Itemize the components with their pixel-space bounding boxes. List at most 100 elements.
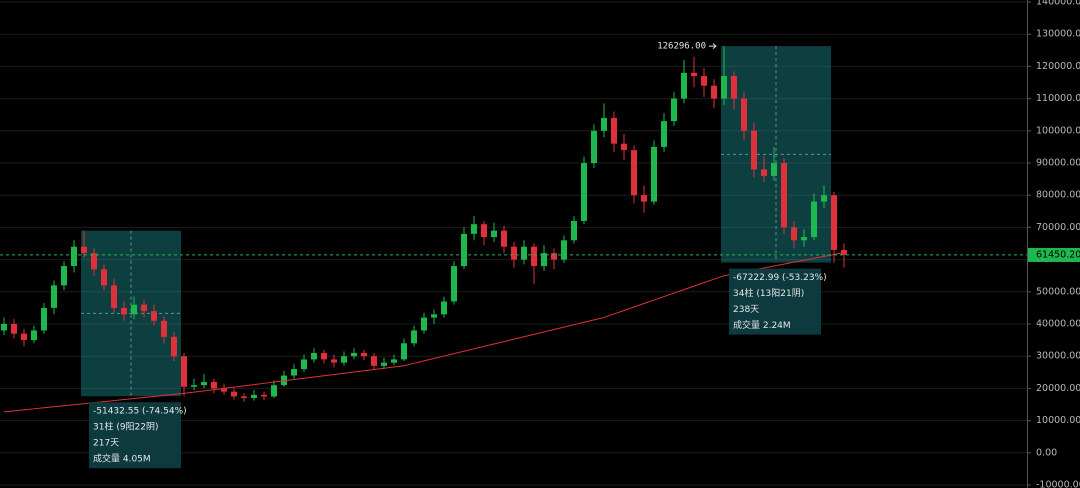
y-tick-label: 100000.00 [1036,125,1080,136]
candle-body [621,143,627,151]
candle-body [91,253,97,270]
y-tick-label: 70000.00 [1036,222,1080,233]
candle-body [571,220,577,241]
candle-body [381,362,387,366]
candle-body [391,359,397,363]
candle-body [681,72,687,99]
measure-info-text: 217天 [93,439,119,449]
y-tick-label: 20000.00 [1036,383,1080,394]
y-tick-label: 80000.00 [1036,190,1080,201]
candle-body [641,195,647,202]
candle-body [701,76,707,86]
candle-body [561,240,567,260]
candle-body [601,117,607,131]
candle-body [751,130,757,170]
candle-body [541,253,547,267]
candle-body [531,246,537,267]
candle-body [431,314,437,318]
candle-body [351,352,357,357]
measure-info-text: 成交量 4.05M [93,453,151,465]
candle-body [341,356,347,363]
candle-body [331,359,337,363]
candle-body [141,304,147,312]
candle-body [491,230,497,238]
candle-body [831,195,837,250]
candle-body [371,356,377,366]
candle-body [611,117,617,144]
candle-body [71,246,77,267]
y-tick-label: 50000.00 [1036,286,1080,297]
y-tick-label: 110000.00 [1036,93,1080,104]
candles [1,46,847,402]
y-tick-label: 0.00 [1036,447,1057,458]
candle-body [721,76,727,99]
y-tick-label: 10000.00 [1036,415,1080,426]
candle-body [471,224,477,234]
candle-body [811,201,817,238]
candle-body [741,98,747,131]
measure-info-text: 31柱 (9阳22阴) [93,421,159,433]
candle-body [161,320,167,337]
candle-body [761,169,767,176]
candle-body [21,333,27,341]
y-tick-label: 40000.00 [1036,319,1080,330]
candle-body [661,121,667,147]
candle-body [731,76,737,99]
candle-body [231,391,237,397]
candle-body [31,330,37,341]
candle-body [451,266,457,302]
candle-body [191,385,197,387]
candle-body [361,352,367,357]
candle-body [551,253,557,260]
candle-body [171,336,177,357]
moving-average [3,252,845,413]
candle-body [521,246,527,260]
candle-body [801,237,807,241]
candle-body [481,224,487,238]
candle-body [241,396,247,399]
candle-body [821,195,827,202]
candle-body [691,72,697,77]
candle-body [291,369,297,376]
candle-body [321,352,327,360]
measure-info-box [89,402,181,469]
candle-body [771,163,777,176]
candle-body [61,266,67,286]
candle-body [221,388,227,392]
candle-body [121,307,127,315]
last-price-label: 61450.20 [1036,249,1080,260]
y-tick-label: 140000.00 [1036,0,1080,8]
candle-body [301,359,307,370]
candle-body [1,324,7,331]
candle-body [51,285,57,308]
candle-body [411,330,417,344]
candle-body [11,324,17,334]
candle-body [511,246,517,260]
candle-body [201,381,207,386]
candle-body [461,233,467,267]
candle-body [401,343,407,360]
last-price-tag [1028,247,1080,262]
y-tick-label: -10000.00 [1036,480,1080,488]
measure-info-text: 238天 [733,305,759,315]
candle-body [41,307,47,331]
candle-body [781,163,787,228]
candle-body [131,304,137,315]
measure-info-text: -51432.55 (-74.54%) [93,407,187,417]
candle-body [581,163,587,221]
measure-info-text: 成交量 2.24M [733,319,791,331]
candle-body [211,381,217,389]
y-tick-label: 90000.00 [1036,158,1080,169]
candle-body [101,269,107,286]
candle-body [671,98,677,122]
candle-body [151,311,157,321]
measure-info-text: 34柱 (13阳21阴) [733,287,804,299]
candle-body [181,356,187,387]
candle-body [311,352,317,360]
candle-body [261,394,267,397]
measure-info-text: -67222.99 (-53.23%) [733,273,827,283]
y-tick-label: 120000.00 [1036,61,1080,72]
